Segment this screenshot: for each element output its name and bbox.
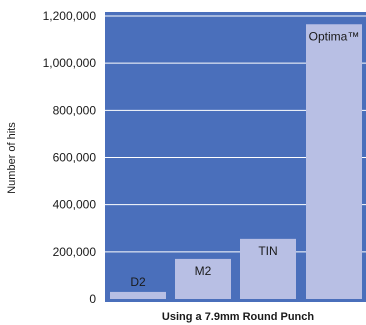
x-axis-title: Using a 7.9mm Round Punch: [162, 311, 314, 323]
y-tick-label: 1,200,000: [43, 9, 97, 23]
bar-label: TIN: [258, 244, 277, 258]
bar-label: M2: [195, 264, 212, 278]
y-tick-label: 200,000: [53, 245, 97, 259]
bars: [110, 24, 362, 300]
bar-m2: [175, 258, 231, 299]
y-tick-label: 400,000: [53, 198, 97, 212]
y-tick-labels: 0 200,000 400,000 600,000 800,000 1,000,000 1,…: [43, 9, 97, 306]
bar-labels: D2 M2 TIN Optima™: [130, 29, 359, 289]
bar-label: Optima™: [309, 29, 360, 43]
y-tick-label: 1,000,000: [43, 56, 97, 70]
bar-label: D2: [130, 275, 146, 289]
bar-tin: [240, 238, 296, 299]
y-tick-label: 800,000: [53, 103, 97, 117]
y-axis-title: Number of hits: [6, 122, 18, 194]
y-tick-label: 0: [89, 292, 96, 306]
gridlines: [105, 15, 366, 253]
bar-d2: [110, 291, 166, 299]
y-tick-label: 600,000: [53, 151, 97, 165]
bar-optima: [306, 24, 362, 300]
